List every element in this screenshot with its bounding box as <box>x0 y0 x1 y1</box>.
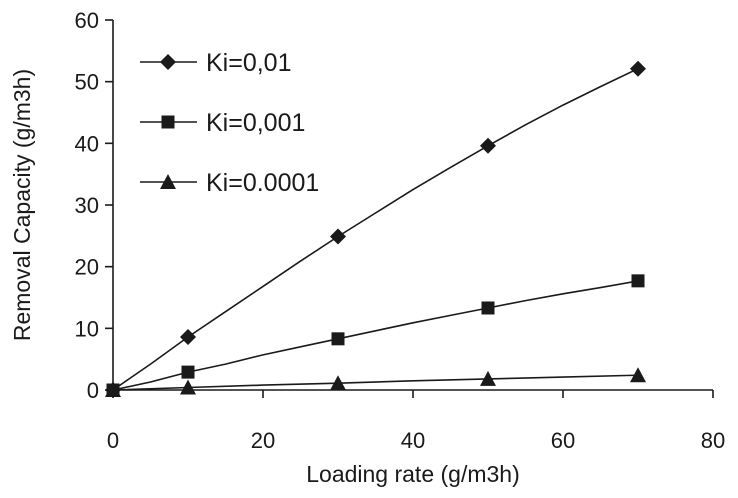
series-3-point-4 <box>480 370 496 386</box>
series-1-point-3 <box>330 228 346 245</box>
y-tick-label-50: 50 <box>75 70 99 95</box>
legend-marker-2 <box>161 115 175 129</box>
series-1-line <box>112 67 639 391</box>
series-2-point-3 <box>331 332 345 346</box>
series-2-line <box>112 280 639 391</box>
series-2-point-5 <box>631 274 645 288</box>
x-axis-title: Loading rate (g/m3h) <box>306 461 520 487</box>
legend-label-2: Ki=0,001 <box>206 109 305 137</box>
series-3-point-3 <box>330 375 346 391</box>
series-3 <box>105 367 646 397</box>
series-3-point-1 <box>105 382 121 397</box>
y-tick-label-40: 40 <box>75 131 99 156</box>
legend-item-2: Ki=0,001 <box>140 109 305 137</box>
series-3-point-5 <box>630 367 646 383</box>
series-1-point-5 <box>630 60 646 77</box>
ticks: 0 10 20 30 40 50 60 0 20 40 60 80 <box>75 8 726 453</box>
legend-label-3: Ki=0.0001 <box>206 169 319 197</box>
series-2-point-2 <box>181 365 195 379</box>
x-tick-label-60: 60 <box>551 428 575 453</box>
legend-label-1: Ki=0,01 <box>206 49 292 77</box>
x-tick-label-20: 20 <box>251 428 275 453</box>
series-1-point-2 <box>180 328 196 345</box>
y-tick-label-20: 20 <box>75 255 99 280</box>
series-2-point-4 <box>481 301 495 315</box>
series-layer <box>105 60 646 398</box>
legend: Ki=0,01 Ki=0,001 Ki=0.0001 <box>140 49 319 197</box>
legend-marker-1 <box>160 54 176 70</box>
y-tick-label-10: 10 <box>75 316 99 341</box>
series-3-point-2 <box>180 379 196 395</box>
legend-marker-3 <box>160 174 176 189</box>
legend-item-3: Ki=0.0001 <box>140 169 319 197</box>
x-tick-label-80: 80 <box>701 428 725 453</box>
y-tick-label-0: 0 <box>87 378 99 403</box>
y-axis-title: Removal Capacity (g/m3h) <box>9 69 35 341</box>
series-3-line <box>112 374 639 391</box>
series-1-point-4 <box>480 137 496 154</box>
series-1 <box>105 60 646 398</box>
x-tick-label-0: 0 <box>107 428 119 453</box>
x-tick-label-40: 40 <box>401 428 425 453</box>
y-tick-label-60: 60 <box>75 8 99 33</box>
legend-item-1: Ki=0,01 <box>140 49 292 77</box>
y-tick-label-30: 30 <box>75 193 99 218</box>
